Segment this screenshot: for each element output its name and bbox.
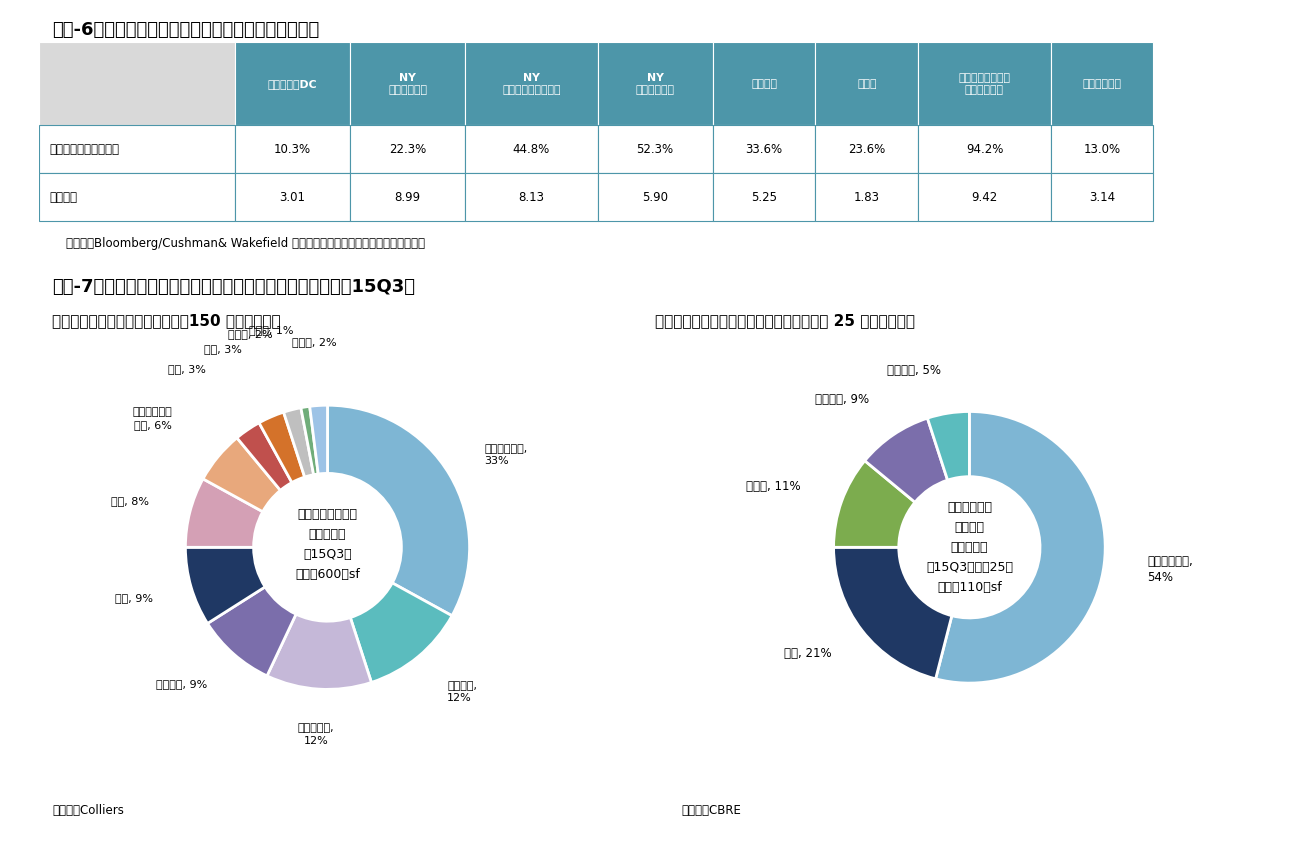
FancyBboxPatch shape <box>816 173 918 221</box>
Text: ビジネス, 9%: ビジネス, 9% <box>156 679 207 689</box>
Text: 5.25: 5.25 <box>751 191 777 204</box>
Text: 3.14: 3.14 <box>1089 191 1115 204</box>
Text: 前回の底からの変動率: 前回の底からの変動率 <box>50 143 119 156</box>
Wedge shape <box>833 461 914 547</box>
FancyBboxPatch shape <box>39 42 234 125</box>
Text: 商業, 3%: 商業, 3% <box>168 364 206 374</box>
FancyBboxPatch shape <box>465 173 597 221</box>
Wedge shape <box>186 547 265 623</box>
FancyBboxPatch shape <box>1051 173 1153 221</box>
Wedge shape <box>350 583 452 682</box>
Text: 健康・医療,
12%: 健康・医療, 12% <box>297 723 334 746</box>
Text: シカゴ: シカゴ <box>857 79 876 88</box>
Text: 教育, 8%: 教育, 8% <box>110 497 148 506</box>
Wedge shape <box>301 407 318 475</box>
FancyBboxPatch shape <box>816 125 918 173</box>
FancyBboxPatch shape <box>465 125 597 173</box>
Text: 23.6%: 23.6% <box>849 143 886 156</box>
Wedge shape <box>283 408 313 477</box>
FancyBboxPatch shape <box>234 173 350 221</box>
Wedge shape <box>309 405 328 474</box>
Wedge shape <box>935 412 1106 683</box>
Wedge shape <box>207 587 296 676</box>
Text: 図表-6　米国主要都市のオフィス募集賃料の変動状況: 図表-6 米国主要都市のオフィス募集賃料の変動状況 <box>52 21 320 39</box>
FancyBboxPatch shape <box>234 125 350 173</box>
Text: 法律関係,
12%: 法律関係, 12% <box>447 680 477 703</box>
FancyBboxPatch shape <box>234 42 350 125</box>
Text: 94.2%: 94.2% <box>965 143 1003 156</box>
Text: 金融, 9%: 金融, 9% <box>115 593 153 603</box>
Text: （出所）CBRE: （出所）CBRE <box>681 804 741 817</box>
Text: ボストン: ボストン <box>751 79 777 88</box>
Text: オフィス賃貸
契約面積
業種別割合
（15Q3、上位25）
合計約110万sf: オフィス賃貸 契約面積 業種別割合 （15Q3、上位25） 合計約110万sf <box>926 501 1013 594</box>
Text: NY
ミッドタウン: NY ミッドタウン <box>388 72 427 95</box>
FancyBboxPatch shape <box>597 173 713 221</box>
Text: 13.0%: 13.0% <box>1083 143 1120 156</box>
FancyBboxPatch shape <box>918 173 1051 221</box>
Text: 44.8%: 44.8% <box>512 143 550 156</box>
Text: 52.3%: 52.3% <box>637 143 673 156</box>
Text: 金融, 21%: 金融, 21% <box>785 647 832 660</box>
Text: 非営利, 1%: 非営利, 1% <box>249 325 293 335</box>
Text: 【オフィス床需要業種別割合　（150 テナント）】: 【オフィス床需要業種別割合 （150 テナント）】 <box>52 313 282 328</box>
Text: 標準偏差: 標準偏差 <box>50 191 77 204</box>
Wedge shape <box>259 413 305 482</box>
Text: 3.01: 3.01 <box>279 191 305 204</box>
Text: テクノロジー,
33%: テクノロジー, 33% <box>483 444 528 466</box>
Text: テクノロジー,
54%: テクノロジー, 54% <box>1148 555 1193 584</box>
Wedge shape <box>203 438 280 512</box>
Text: オフィス床ニーズ
業種別割合
（15Q3）
合計約600万sf: オフィス床ニーズ 業種別割合 （15Q3） 合計約600万sf <box>295 508 360 581</box>
Wedge shape <box>927 412 969 480</box>
Text: NY
ミッドタウンサウス: NY ミッドタウンサウス <box>502 72 561 95</box>
FancyBboxPatch shape <box>597 42 713 125</box>
FancyBboxPatch shape <box>1051 42 1153 125</box>
FancyBboxPatch shape <box>1051 125 1153 173</box>
Text: 不動産, 2%: 不動産, 2% <box>228 329 272 339</box>
Text: （出所）Bloomberg/Cushman& Wakefield データをもとにニッセイ基礎研究所が作成: （出所）Bloomberg/Cushman& Wakefield データをもとに… <box>66 237 424 250</box>
Text: 9.42: 9.42 <box>971 191 998 204</box>
FancyBboxPatch shape <box>918 125 1051 173</box>
FancyBboxPatch shape <box>597 125 713 173</box>
Text: 5.90: 5.90 <box>642 191 668 204</box>
Text: 【オフィス賃貸契約面積業種別割合（上位 25 テナント）】: 【オフィス賃貸契約面積業種別割合（上位 25 テナント）】 <box>655 313 914 328</box>
FancyBboxPatch shape <box>39 173 234 221</box>
Text: 22.3%: 22.3% <box>389 143 426 156</box>
FancyBboxPatch shape <box>918 42 1051 125</box>
Text: 法律関係, 5%: 法律関係, 5% <box>887 364 942 376</box>
FancyBboxPatch shape <box>465 42 597 125</box>
Text: その他, 2%: その他, 2% <box>292 337 337 347</box>
Wedge shape <box>328 405 469 616</box>
FancyBboxPatch shape <box>713 173 816 221</box>
FancyBboxPatch shape <box>350 173 465 221</box>
Wedge shape <box>267 614 372 690</box>
Wedge shape <box>186 479 263 547</box>
Text: NY
ダウンタウン: NY ダウンタウン <box>635 72 675 95</box>
Text: 33.6%: 33.6% <box>745 143 782 156</box>
Text: （出所）Colliers: （出所）Colliers <box>52 804 124 817</box>
Text: その他, 11%: その他, 11% <box>747 480 800 493</box>
Text: 個人向けサー
ビス, 6%: 個人向けサー ビス, 6% <box>132 408 172 430</box>
FancyBboxPatch shape <box>350 125 465 173</box>
Text: 8.13: 8.13 <box>519 191 545 204</box>
FancyBboxPatch shape <box>350 42 465 125</box>
Text: サンフランシスコ
（中心地区）: サンフランシスコ （中心地区） <box>959 72 1010 95</box>
FancyBboxPatch shape <box>816 42 918 125</box>
Wedge shape <box>833 547 952 679</box>
Text: ロサンゼルス: ロサンゼルス <box>1082 79 1121 88</box>
Text: 図表-7　サンフランシスコ中心地区業種別テナント需要　（15Q3）: 図表-7 サンフランシスコ中心地区業種別テナント需要 （15Q3） <box>52 278 415 296</box>
Text: 8.99: 8.99 <box>394 191 421 204</box>
FancyBboxPatch shape <box>39 125 234 173</box>
FancyBboxPatch shape <box>713 125 816 173</box>
Text: ビジネス, 9%: ビジネス, 9% <box>815 392 869 406</box>
Text: 10.3%: 10.3% <box>274 143 310 156</box>
Text: 1.83: 1.83 <box>854 191 880 204</box>
Wedge shape <box>237 423 292 490</box>
Text: ワシントンDC: ワシントンDC <box>267 79 317 88</box>
Text: 広告, 3%: 広告, 3% <box>204 344 242 354</box>
FancyBboxPatch shape <box>713 42 816 125</box>
Wedge shape <box>865 418 947 503</box>
